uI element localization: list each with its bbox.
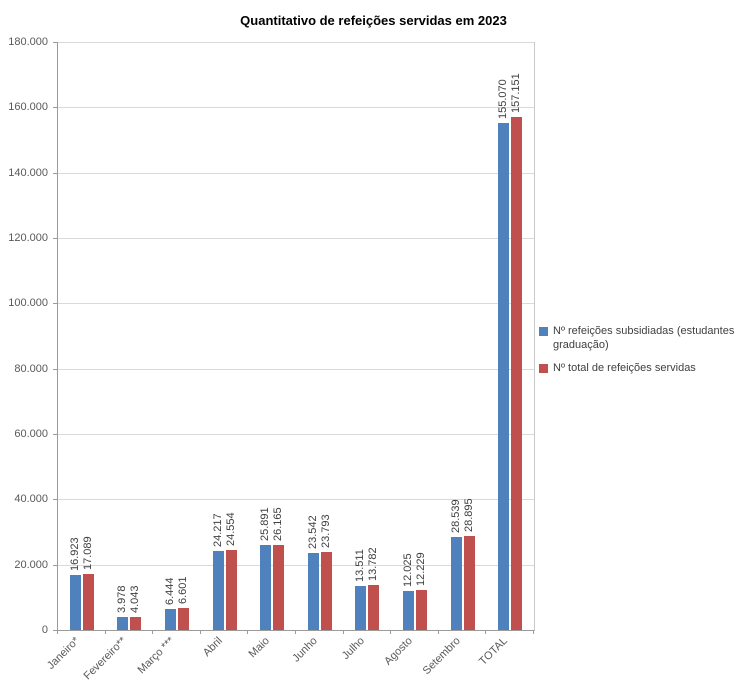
y-axis-tick-label: 60.000	[14, 428, 48, 440]
bar-value-label: 24.217	[211, 513, 224, 547]
bar-subsidized-meals	[212, 550, 224, 630]
gridline	[58, 238, 534, 239]
bar-subsidized-meals	[307, 553, 319, 630]
x-axis-tick	[104, 630, 106, 634]
x-axis-tick	[533, 630, 534, 634]
bar-total-meals	[273, 544, 285, 630]
x-axis-tick	[437, 630, 439, 634]
y-axis-tick-label: 100.000	[8, 297, 48, 310]
bar-subsidized-meals	[450, 536, 462, 630]
gridline	[58, 172, 534, 174]
gridline	[58, 303, 534, 305]
bar-value-label: 4.043	[129, 585, 142, 613]
legend-label: Nº total de refeições servidas	[553, 362, 696, 374]
y-axis-tick	[53, 303, 57, 305]
y-axis-tick-label: 160.000	[8, 101, 48, 114]
bar-total-meals	[511, 116, 523, 630]
bar-value-label: 23.793	[319, 514, 332, 549]
gridline	[58, 564, 534, 566]
bar-total-meals	[368, 584, 380, 630]
gridline	[58, 499, 534, 501]
bar-total-meals	[225, 549, 237, 630]
bar-value-label: 6.444	[164, 577, 176, 605]
legend-marker-subsidized	[539, 327, 548, 336]
bar-total-meals	[130, 616, 142, 630]
bar-subsidized-meals	[69, 574, 81, 630]
legend-label: Nº refeições subsidiadas (estudantes gra…	[553, 325, 735, 351]
y-axis-tick	[53, 434, 57, 435]
y-axis-tick	[53, 368, 57, 370]
chart-title: Quantitativo de refeições servidas em 20…	[240, 13, 507, 28]
legend-marker-total	[539, 364, 548, 373]
y-axis-tick-label: 0	[41, 624, 48, 636]
legend: Nº refeições subsidiadas (estudantes gra…	[539, 324, 743, 384]
gridline	[58, 42, 534, 43]
legend-item: Nº total de refeições servidas	[539, 361, 743, 375]
bar-subsidized-meals	[260, 545, 272, 630]
bar-value-label: 13.782	[367, 547, 380, 581]
y-axis-tick-label: 20.000	[14, 558, 48, 571]
bar-total-meals	[463, 535, 475, 630]
legend-item: Nº refeições subsidiadas (estudantes gra…	[539, 324, 743, 352]
bar-value-label: 28.895	[462, 497, 475, 532]
bar-subsidized-meals	[117, 617, 129, 630]
bar-value-label: 3.978	[116, 585, 129, 614]
gridline	[58, 434, 534, 435]
y-axis-tick-label: 40.000	[14, 493, 48, 506]
bar-value-label: 155.070	[497, 79, 510, 120]
bar-value-label: 157.151	[510, 72, 523, 113]
bar-value-label: 16.923	[68, 537, 81, 571]
bar-total-meals	[178, 608, 189, 630]
x-axis-tick	[295, 630, 296, 634]
y-axis-tick-label: 140.000	[8, 166, 48, 179]
bar-value-label: 13.511	[354, 549, 367, 582]
y-axis-tick	[53, 499, 57, 501]
bar-subsidized-meals	[403, 590, 414, 630]
x-axis-tick	[342, 630, 344, 634]
x-axis-tick	[390, 630, 392, 634]
y-axis-tick	[53, 630, 57, 631]
y-axis-tick-label: 120.000	[8, 232, 48, 244]
x-axis-tick	[485, 630, 487, 634]
x-axis-tick	[199, 630, 201, 634]
bar-value-label: 26.165	[272, 506, 285, 541]
bar-total-meals	[320, 552, 332, 630]
y-axis-tick	[53, 42, 57, 43]
y-axis-tick-label: 180.000	[8, 36, 48, 48]
bar-value-label: 28.539	[449, 499, 462, 533]
gridline	[58, 368, 534, 370]
bar-value-label: 17.089	[81, 536, 94, 571]
bar-value-label: 12.025	[402, 553, 414, 587]
bar-value-label: 25.891	[259, 507, 272, 542]
bar-subsidized-meals	[498, 123, 510, 630]
gridline	[58, 107, 534, 109]
plot-area: 16.923 17.089 3.978 4.043 6.444 6.601 24.217 24…	[57, 42, 535, 631]
x-axis-tick	[152, 630, 154, 634]
y-axis-tick	[53, 107, 57, 109]
y-axis-tick	[53, 172, 57, 174]
bar-value-label: 6.601	[177, 576, 189, 605]
y-axis-tick	[53, 564, 57, 566]
y-axis-tick-label: 80.000	[14, 362, 48, 375]
bar-subsidized-meals	[355, 585, 367, 630]
x-axis-tick	[247, 630, 249, 634]
y-axis-tick	[53, 238, 57, 239]
bar-total-meals	[82, 574, 94, 630]
bar-value-label: 23.542	[306, 515, 319, 550]
x-axis-tick	[57, 630, 58, 634]
bar-value-label: 24.554	[224, 512, 237, 546]
bar-subsidized-meals	[165, 608, 176, 630]
bar-total-meals	[416, 590, 427, 630]
bar-value-label: 12.229	[415, 552, 427, 587]
